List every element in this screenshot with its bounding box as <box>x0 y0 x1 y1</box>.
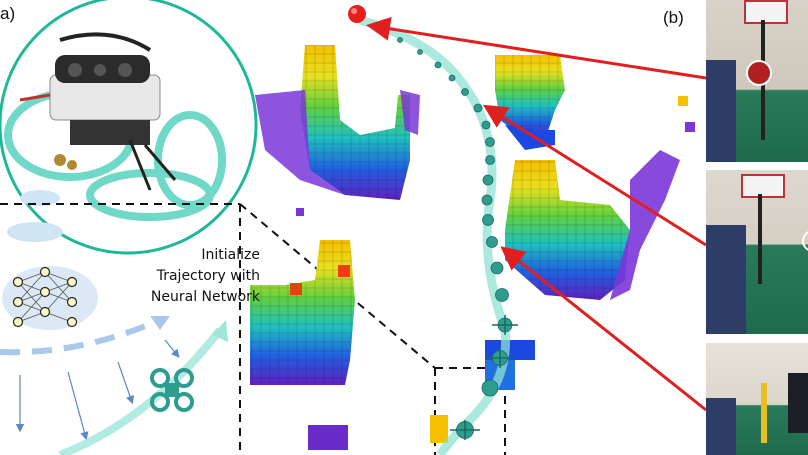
init-trajectory-caption: Initialize Trajectory with Neural Networ… <box>150 245 260 308</box>
quadrotor-icon <box>150 368 194 412</box>
caption-line-1: Initialize <box>201 247 260 263</box>
correspondence-arrows <box>366 16 707 412</box>
photo-frame-1 <box>706 0 808 162</box>
voxel-map <box>250 45 695 450</box>
photo-frame-2 <box>706 170 808 334</box>
panel-b-label: (b) <box>663 8 684 27</box>
dashed-trajectory-arrow <box>0 317 162 356</box>
target-ball-icon <box>348 5 366 23</box>
neural-network-icon <box>2 266 98 330</box>
panel-a-label: a) <box>0 4 16 23</box>
caption-line-2: Trajectory with <box>156 268 260 284</box>
drone-photo-circle <box>0 0 258 255</box>
drone-photo <box>4 32 226 242</box>
caption-line-3: Neural Network <box>150 289 260 305</box>
photo-frame-3 <box>706 343 808 455</box>
